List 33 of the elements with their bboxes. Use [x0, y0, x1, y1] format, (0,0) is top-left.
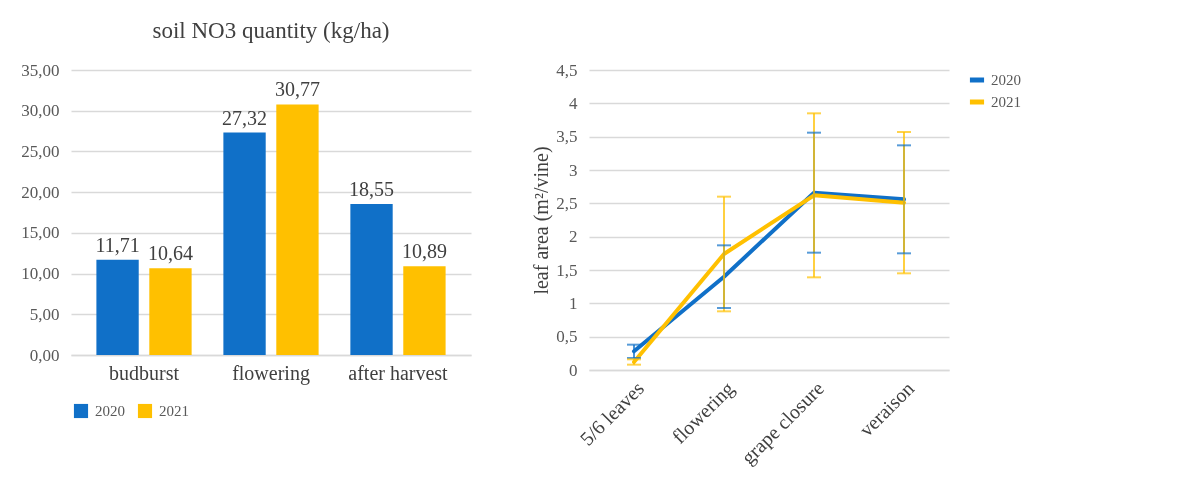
legend-label: 2020 — [991, 72, 1021, 88]
data-label: 10,64 — [147, 242, 193, 265]
data-label: 11,71 — [95, 233, 140, 256]
y-tick-label: 3,5 — [556, 127, 578, 147]
legend-label: 2021 — [991, 94, 1021, 110]
x-tick-label: flowering — [232, 361, 310, 385]
data-label: 10,89 — [401, 240, 447, 263]
y-tick-label: 20,00 — [21, 182, 60, 202]
x-tick-label: budburst — [109, 361, 180, 384]
x-tick-label: after harvest — [348, 361, 449, 384]
data-label: 30,77 — [274, 78, 320, 101]
y-tick-label: 15,00 — [21, 223, 60, 243]
y-tick-label: 25,00 — [21, 141, 60, 161]
y-tick-label: 4,5 — [556, 60, 578, 80]
y-tick-label: 4 — [569, 93, 578, 113]
y-tick-label: 0 — [569, 360, 578, 380]
y-axis-title: leaf area (m²/vine) — [530, 146, 554, 295]
y-tick-label: 0,00 — [29, 345, 60, 365]
y-tick-label: 2,5 — [556, 193, 578, 213]
y-tick-label: 35,00 — [21, 60, 60, 80]
y-tick-label: 1 — [569, 293, 578, 313]
y-tick-label: 0,5 — [556, 327, 578, 347]
chart-title: soil NO3 quantity (kg/ha) — [152, 18, 390, 43]
y-tick-label: 10,00 — [21, 264, 60, 284]
y-tick-label: 5,00 — [29, 304, 60, 324]
data-label: 18,55 — [349, 177, 395, 200]
legend-label: 2020 — [95, 403, 125, 419]
y-tick-label: 2 — [569, 227, 578, 247]
y-tick-label: 1,5 — [556, 260, 578, 280]
y-tick-label: 3 — [569, 160, 578, 180]
data-label: 27,32 — [222, 106, 268, 129]
legend-label: 2021 — [159, 403, 189, 419]
y-tick-label: 30,00 — [21, 101, 60, 121]
